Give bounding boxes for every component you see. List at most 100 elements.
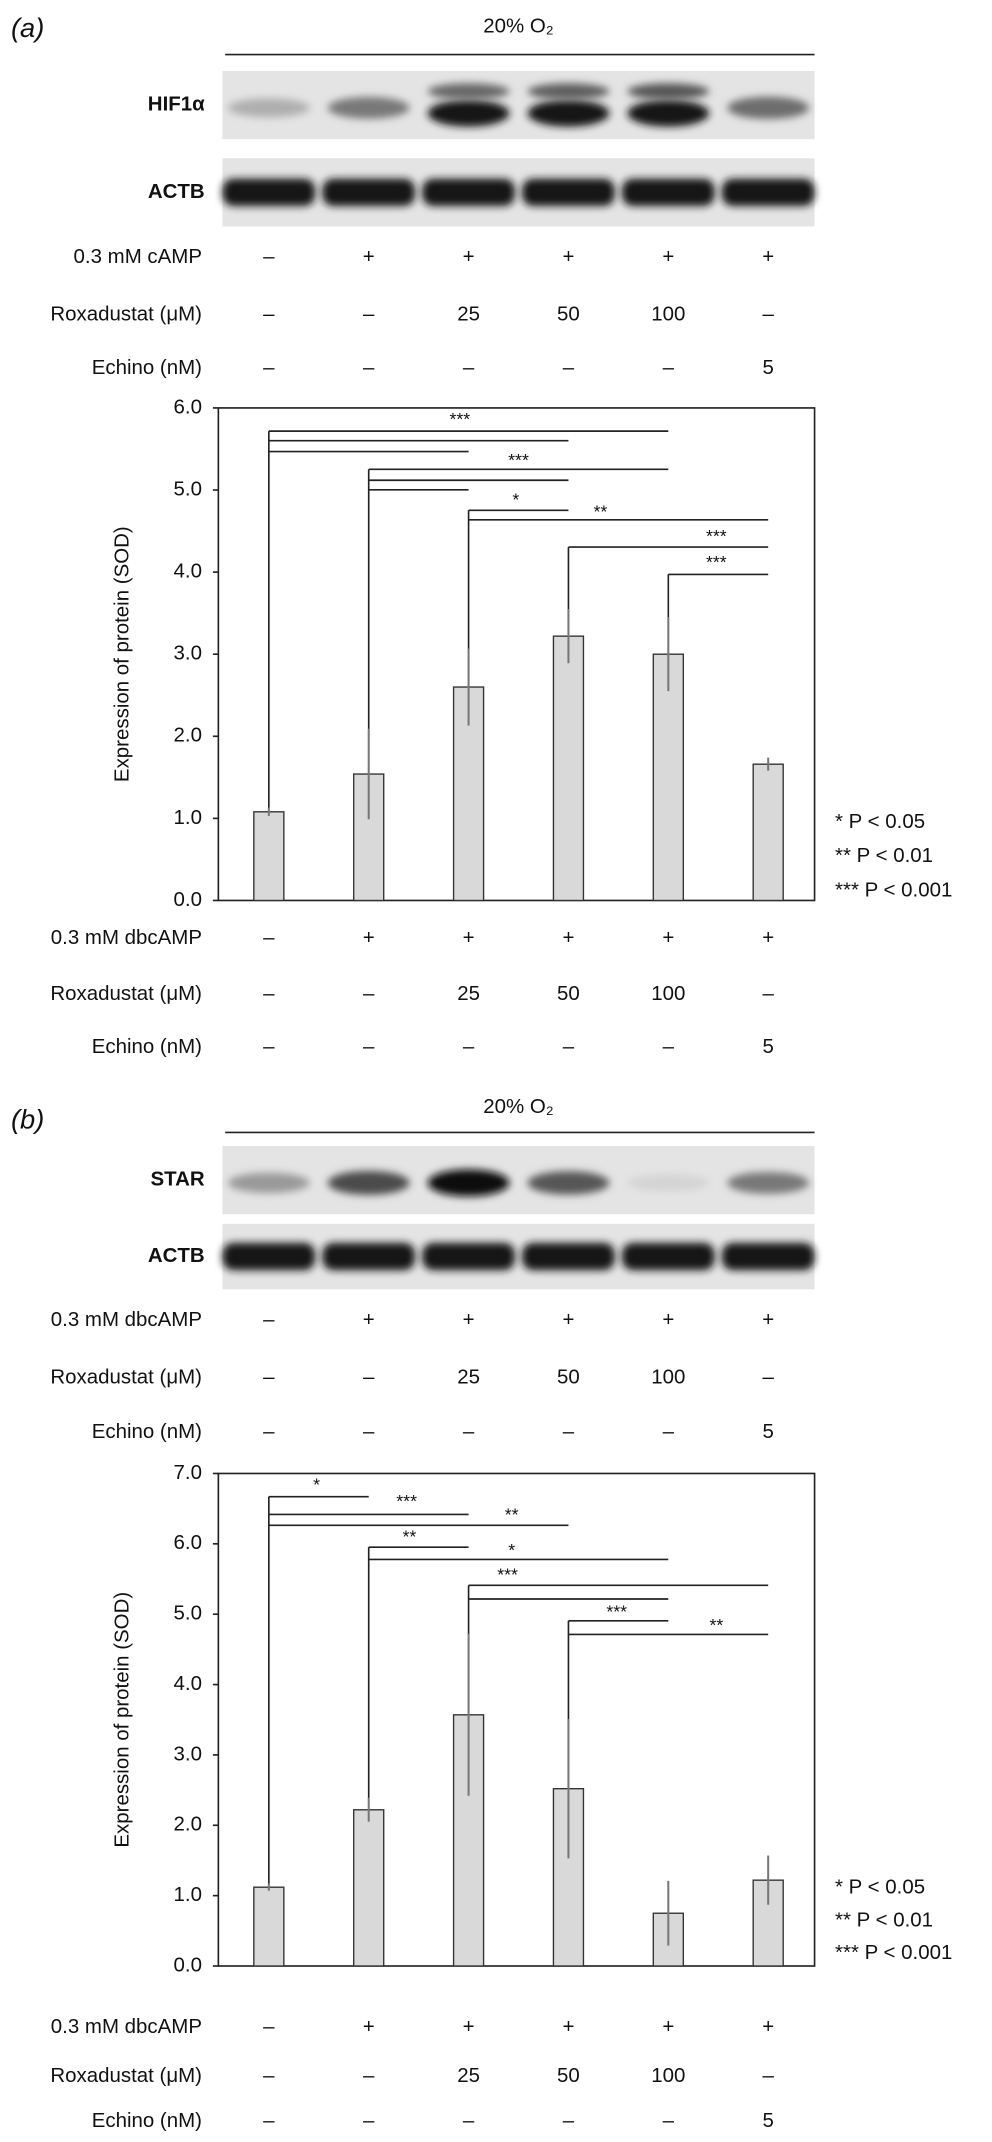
- condition-value: –: [563, 1035, 575, 1058]
- condition-value: –: [663, 1035, 675, 1058]
- condition-value: –: [263, 1035, 275, 1058]
- condition-value: +: [662, 1308, 674, 1331]
- condition-label: Echino (nM): [92, 1420, 202, 1443]
- legend-entry: * P < 0.05: [835, 1876, 925, 1899]
- y-axis-label: Expression of protein (SOD): [110, 1592, 133, 1848]
- bar: [253, 811, 285, 902]
- condition-value: –: [663, 1420, 675, 1443]
- y-tick-label: 0.0: [174, 1953, 202, 1976]
- significance-label: *: [313, 1474, 320, 1494]
- band: [327, 96, 410, 119]
- condition-value: –: [263, 2064, 275, 2087]
- band: [222, 1242, 316, 1271]
- condition-value: –: [463, 1035, 475, 1058]
- condition-label: Roxadustat (μM): [50, 982, 202, 1005]
- condition-value: +: [762, 2015, 774, 2038]
- band: [627, 1174, 710, 1192]
- condition-value: –: [463, 2109, 475, 2132]
- condition-value: 25: [457, 982, 480, 1005]
- condition-value: +: [463, 2015, 475, 2038]
- condition-value: –: [563, 2109, 575, 2132]
- band: [422, 178, 515, 207]
- blot-label: HIF1α: [148, 92, 205, 115]
- band: [227, 98, 310, 118]
- significance-label: *: [508, 1540, 515, 1560]
- condition-value: +: [562, 926, 574, 949]
- condition-value: +: [463, 245, 475, 268]
- band: [522, 178, 615, 207]
- significance-label: ***: [706, 526, 727, 546]
- significance-label: ***: [396, 1491, 417, 1511]
- band: [621, 178, 715, 207]
- condition-value: 100: [651, 1365, 685, 1388]
- condition-value: 5: [762, 356, 773, 379]
- condition-value: +: [363, 245, 375, 268]
- y-tick-label: 5.0: [174, 1602, 202, 1625]
- condition-value: 25: [457, 2064, 480, 2087]
- band: [322, 178, 416, 207]
- legend-entry: ** P < 0.01: [835, 844, 933, 867]
- plot-frame: [217, 407, 816, 902]
- bar: [253, 1886, 285, 1967]
- plot-frame: [217, 1472, 816, 1967]
- condition-value: –: [463, 1420, 475, 1443]
- condition-value: +: [463, 926, 475, 949]
- condition-value: +: [662, 926, 674, 949]
- condition-value: 25: [457, 303, 480, 326]
- y-tick-label: 3.0: [174, 1742, 202, 1765]
- condition-value: –: [263, 2015, 275, 2038]
- significance-label: **: [593, 502, 607, 522]
- significance-label: **: [505, 1504, 519, 1524]
- band: [627, 83, 710, 100]
- legend-entry: ** P < 0.01: [835, 1908, 933, 1931]
- condition-value: –: [263, 356, 275, 379]
- band: [721, 1242, 815, 1271]
- band: [621, 1242, 715, 1271]
- condition-label: 0.3 mM cAMP: [74, 245, 202, 268]
- condition-value: +: [662, 245, 674, 268]
- condition-value: +: [363, 1308, 375, 1331]
- bar: [353, 1809, 385, 1967]
- condition-value: –: [363, 1420, 375, 1443]
- significance-label: ***: [706, 552, 727, 572]
- y-axis-label: Expression of protein (SOD): [110, 526, 133, 782]
- band: [427, 83, 510, 100]
- blot: [222, 158, 815, 227]
- condition-value: –: [363, 356, 375, 379]
- condition-label: 0.3 mM dbcAMP: [51, 2015, 202, 2038]
- significance-label: ***: [606, 1601, 627, 1621]
- y-tick-label: 1.0: [174, 806, 202, 829]
- condition-value: 25: [457, 1365, 480, 1388]
- blot-label: ACTB: [148, 1244, 205, 1267]
- condition-value: 50: [557, 303, 580, 326]
- band: [327, 1170, 410, 1195]
- y-tick-label: 4.0: [174, 560, 202, 583]
- condition-label: Roxadustat (μM): [50, 2064, 202, 2087]
- y-tick-label: 6.0: [174, 395, 202, 418]
- condition-value: 50: [557, 2064, 580, 2087]
- condition-value: +: [662, 2015, 674, 2038]
- blot-label: STAR: [151, 1168, 205, 1191]
- condition-value: –: [263, 2109, 275, 2132]
- band: [727, 1171, 810, 1194]
- condition-label: Roxadustat (μM): [50, 1365, 202, 1388]
- condition-value: +: [562, 245, 574, 268]
- band: [522, 1242, 615, 1271]
- y-tick-label: 1.0: [174, 1883, 202, 1906]
- condition-value: 5: [762, 1420, 773, 1443]
- band: [222, 178, 316, 207]
- condition-value: 50: [557, 1365, 580, 1388]
- band: [721, 178, 815, 207]
- band: [527, 99, 610, 127]
- bar: [452, 686, 485, 902]
- condition-value: 100: [651, 982, 685, 1005]
- y-tick-label: 6.0: [174, 1531, 202, 1554]
- condition-value: –: [363, 2064, 375, 2087]
- significance-label: ***: [508, 450, 529, 470]
- band: [527, 83, 610, 100]
- panel-label: (a): [11, 12, 44, 43]
- condition-value: –: [563, 1420, 575, 1443]
- condition-value: –: [363, 982, 375, 1005]
